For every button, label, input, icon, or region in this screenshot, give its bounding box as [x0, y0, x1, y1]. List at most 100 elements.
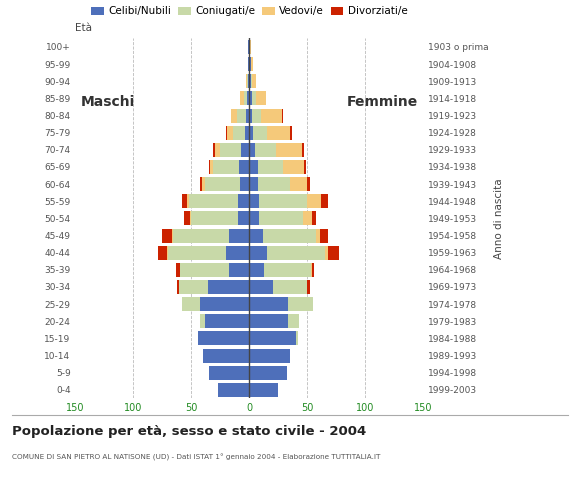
Bar	[276, 143, 302, 157]
Bar	[283, 160, 304, 174]
Bar	[264, 263, 311, 277]
Bar	[238, 194, 249, 208]
Bar	[307, 280, 310, 294]
Bar	[240, 91, 244, 106]
Bar	[229, 263, 249, 277]
Bar	[209, 160, 210, 174]
Bar	[244, 91, 247, 106]
Bar	[248, 40, 249, 54]
Bar	[249, 348, 290, 362]
Bar	[258, 177, 290, 191]
Bar	[259, 211, 303, 226]
Bar	[290, 126, 292, 140]
Bar	[210, 160, 213, 174]
Bar	[263, 228, 316, 242]
Bar	[202, 177, 205, 191]
Bar	[241, 143, 249, 157]
Bar	[249, 314, 288, 328]
Bar	[249, 177, 258, 191]
Bar	[246, 74, 247, 88]
Bar	[256, 91, 266, 106]
Bar	[261, 108, 282, 122]
Bar	[303, 211, 312, 226]
Bar	[213, 143, 215, 157]
Bar	[325, 246, 328, 260]
Bar	[172, 228, 173, 242]
Bar	[252, 74, 256, 88]
Bar	[288, 314, 299, 328]
Bar	[252, 108, 261, 122]
Bar	[249, 280, 273, 294]
Text: Femmine: Femmine	[346, 95, 418, 109]
Bar	[251, 57, 253, 71]
Bar	[238, 211, 249, 226]
Bar	[249, 40, 251, 54]
Bar	[267, 126, 290, 140]
Bar	[218, 383, 249, 397]
Bar	[320, 228, 328, 242]
Bar	[205, 177, 240, 191]
Bar	[248, 57, 249, 71]
Bar	[162, 228, 172, 242]
Bar	[259, 194, 307, 208]
Bar	[168, 246, 226, 260]
Bar	[302, 143, 304, 157]
Bar	[200, 177, 202, 191]
Bar	[247, 74, 248, 88]
Bar	[249, 160, 258, 174]
Bar	[255, 143, 276, 157]
Bar	[288, 297, 313, 311]
Bar	[237, 108, 246, 122]
Bar	[312, 211, 316, 226]
Bar	[321, 194, 328, 208]
Bar	[239, 160, 249, 174]
Bar	[304, 160, 306, 174]
Bar	[220, 143, 241, 157]
Bar	[253, 126, 267, 140]
Text: COMUNE DI SAN PIETRO AL NATISONE (UD) - Dati ISTAT 1° gennaio 2004 - Elaborazion: COMUNE DI SAN PIETRO AL NATISONE (UD) - …	[12, 454, 380, 461]
Bar	[312, 263, 314, 277]
Bar	[179, 280, 208, 294]
Text: Età: Età	[75, 23, 92, 33]
Legend: Celibi/Nubili, Coniugati/e, Vedovi/e, Divorziati/e: Celibi/Nubili, Coniugati/e, Vedovi/e, Di…	[87, 2, 412, 21]
Bar	[249, 383, 278, 397]
Bar	[249, 126, 253, 140]
Bar	[215, 143, 220, 157]
Bar	[316, 228, 320, 242]
Bar	[249, 74, 251, 88]
Bar	[249, 331, 296, 346]
Bar	[258, 160, 283, 174]
Bar	[246, 108, 249, 122]
Bar	[231, 108, 237, 122]
Bar	[226, 246, 249, 260]
Bar	[282, 108, 283, 122]
Bar	[249, 143, 255, 157]
Bar	[200, 314, 205, 328]
Text: Maschi: Maschi	[81, 95, 136, 109]
Bar	[267, 246, 325, 260]
Bar	[177, 280, 179, 294]
Bar	[311, 263, 312, 277]
Bar	[208, 280, 249, 294]
Bar	[273, 280, 307, 294]
Bar	[200, 297, 249, 311]
Bar	[198, 331, 249, 346]
Bar	[240, 177, 249, 191]
Bar	[249, 194, 259, 208]
Bar	[249, 108, 252, 122]
Bar	[296, 331, 298, 346]
Bar	[205, 314, 249, 328]
Bar	[249, 91, 252, 106]
Bar	[227, 126, 233, 140]
Bar	[189, 194, 238, 208]
Text: Popolazione per età, sesso e stato civile - 2004: Popolazione per età, sesso e stato civil…	[12, 425, 366, 438]
Bar	[191, 211, 238, 226]
Bar	[248, 74, 249, 88]
Bar	[249, 57, 251, 71]
Bar	[187, 194, 189, 208]
Bar	[307, 194, 321, 208]
Bar	[252, 91, 256, 106]
Bar	[249, 366, 287, 380]
Bar	[247, 91, 249, 106]
Bar	[229, 228, 249, 242]
